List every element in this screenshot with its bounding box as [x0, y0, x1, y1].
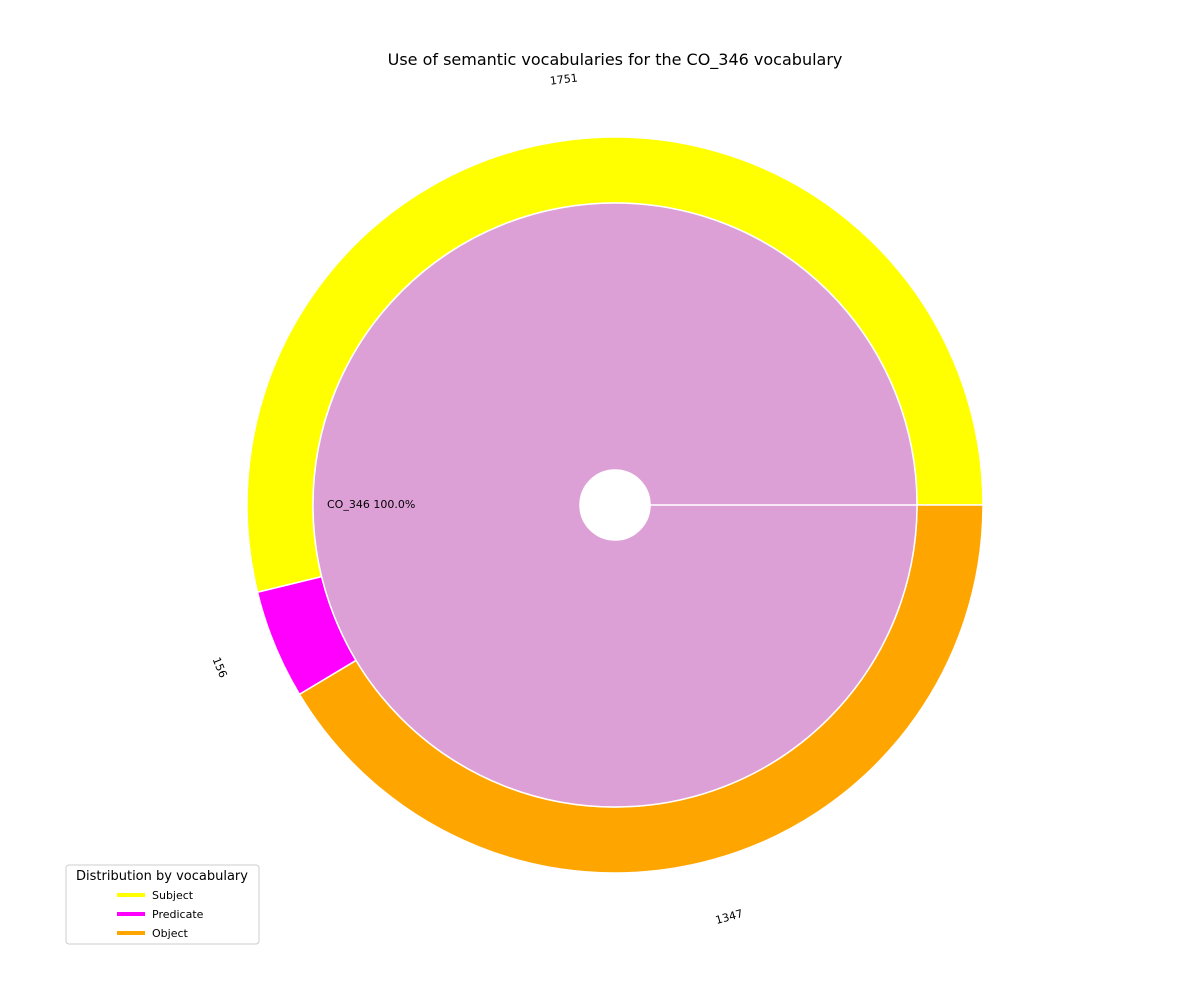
inner-slice-co-346 — [312, 202, 918, 808]
inner-ring — [312, 202, 918, 808]
legend-label-object: Object — [152, 927, 189, 940]
legend-entries: Subject Predicate Object — [117, 889, 204, 940]
value-label-predicate: 156 — [210, 655, 230, 679]
chart-title: Use of semantic vocabularies for the CO_… — [388, 50, 843, 70]
legend-box — [65, 864, 260, 945]
legend: Distribution by vocabulary Subject Predic… — [65, 864, 260, 945]
legend-label-subject: Subject — [152, 889, 194, 902]
legend-label-predicate: Predicate — [152, 908, 204, 921]
legend-title: Distribution by vocabulary — [76, 869, 248, 884]
value-label-object: 1347 — [714, 907, 744, 927]
value-label-subject: 1751 — [549, 71, 578, 87]
inner-slice-label: CO_346 100.0% — [327, 498, 415, 511]
